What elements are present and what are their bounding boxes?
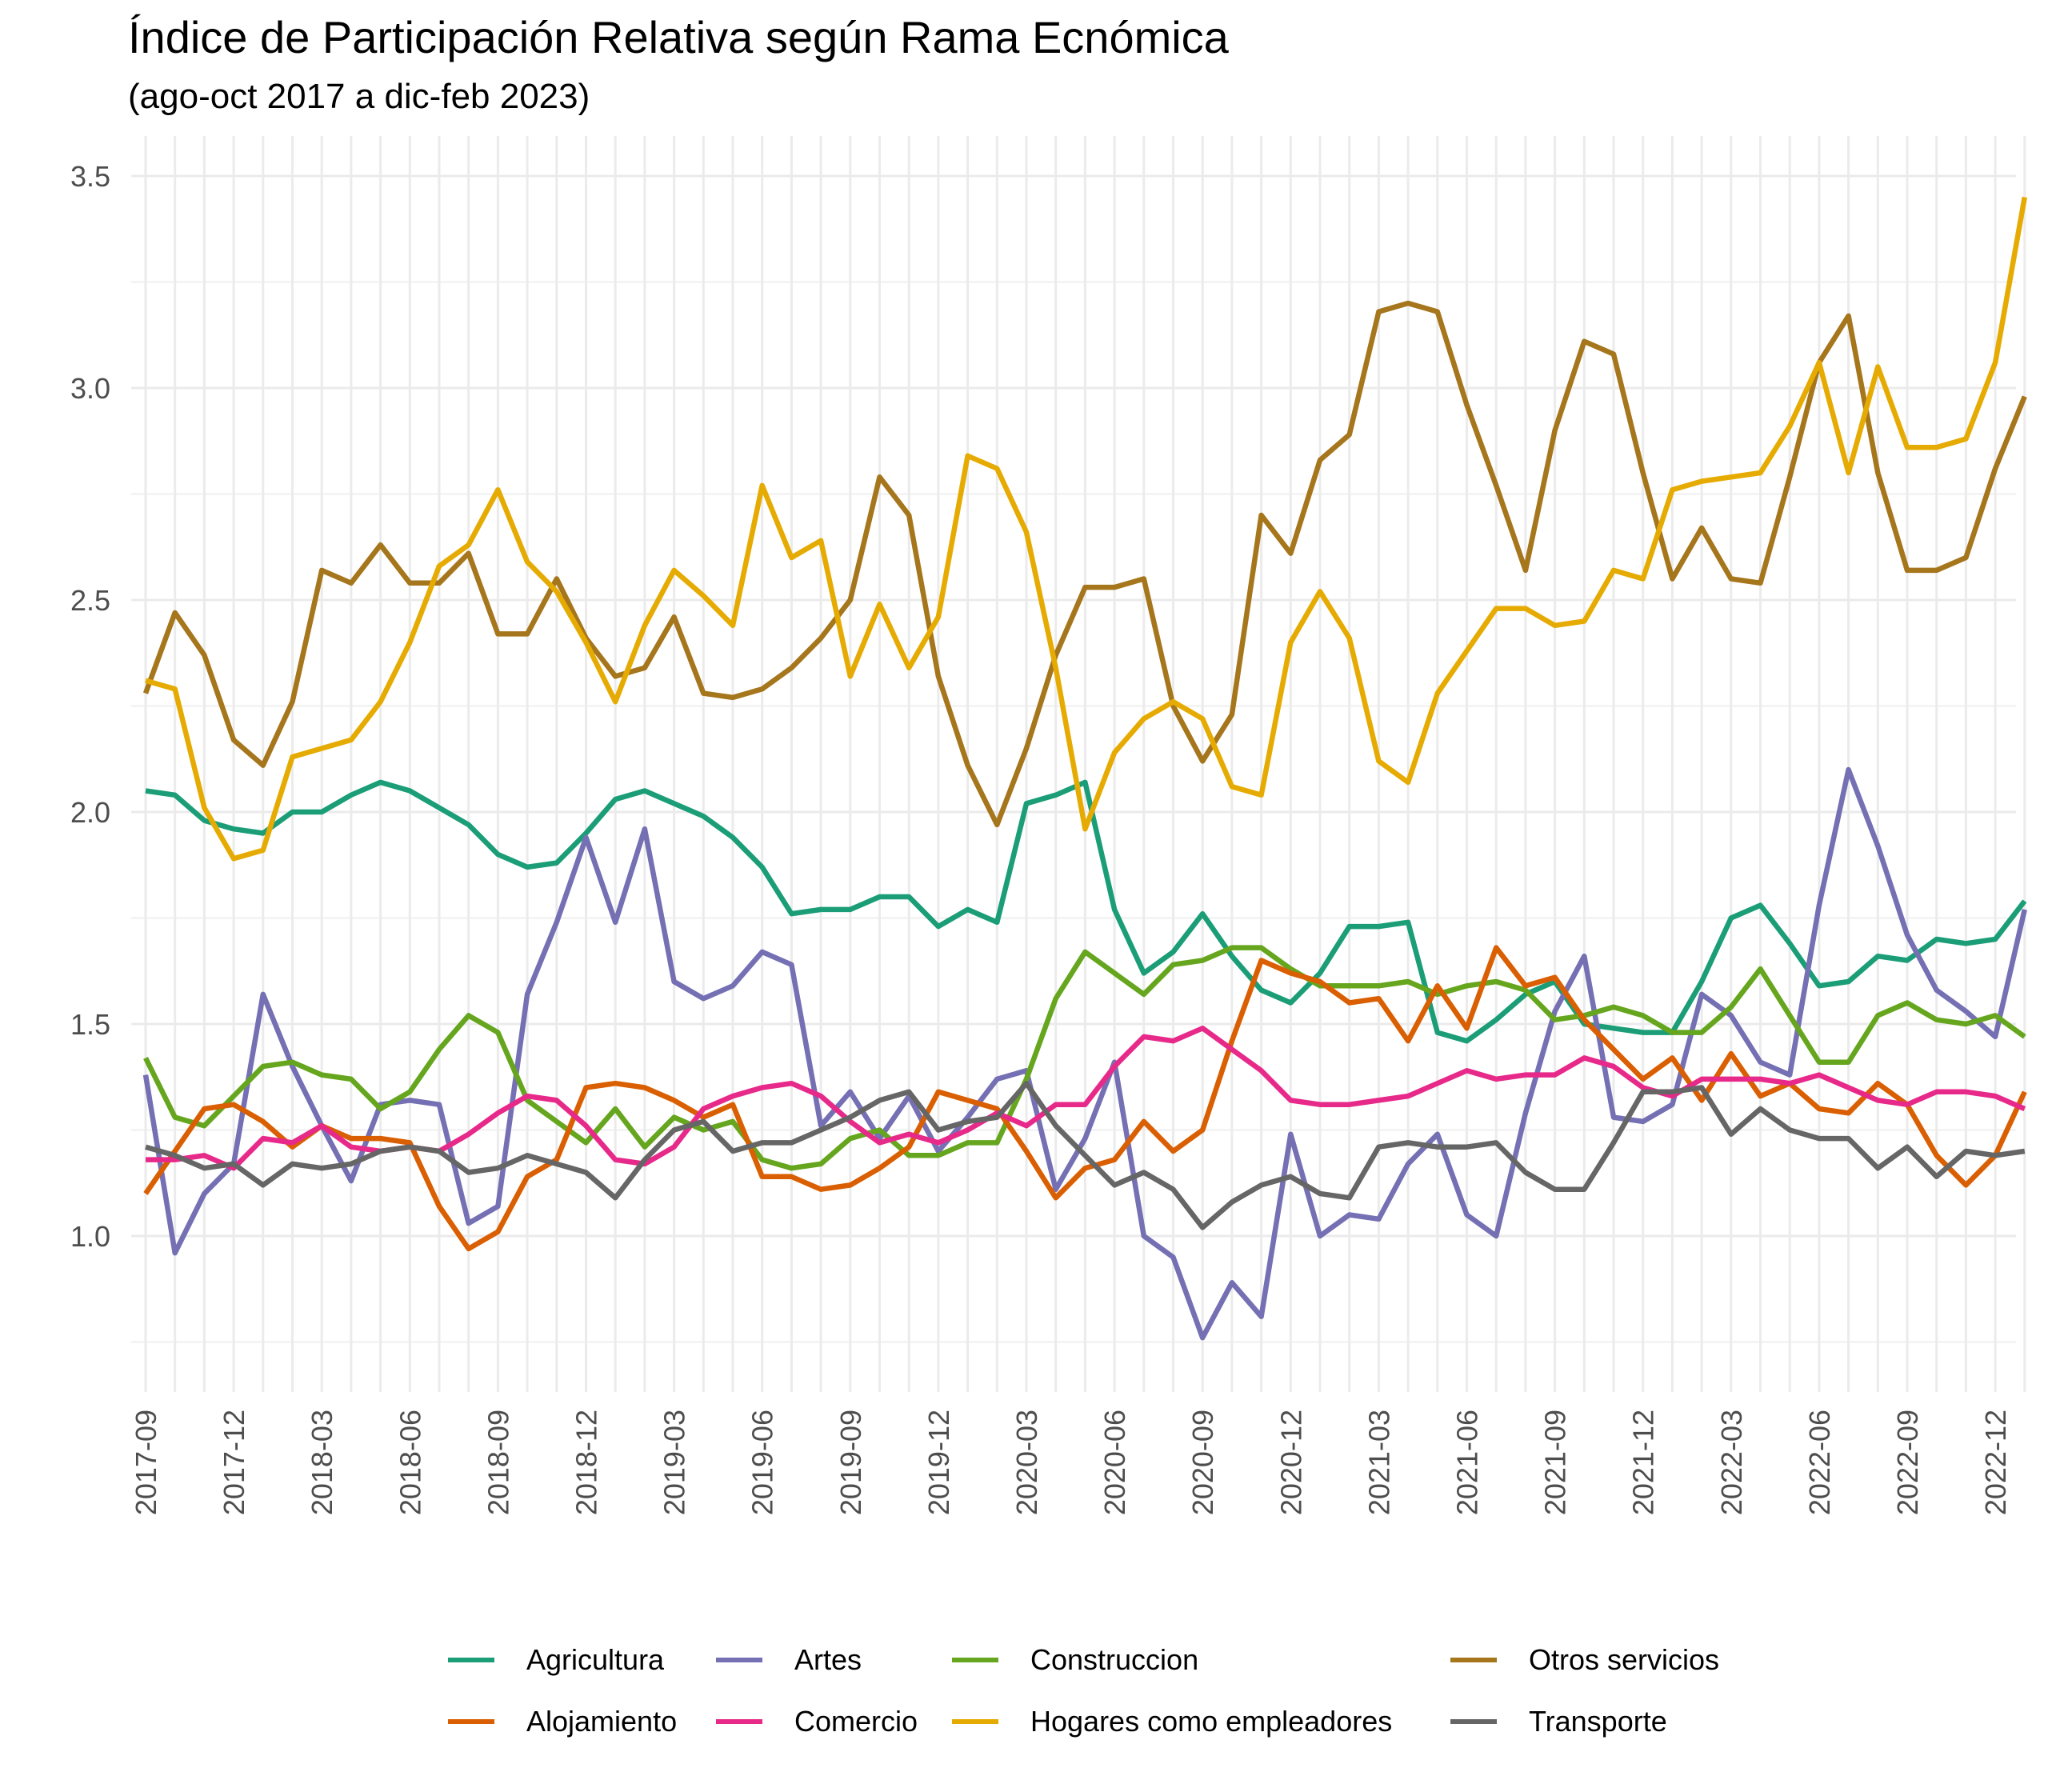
legend: Agricultura Artes Construccion Otros ser… xyxy=(448,1636,1856,1764)
legend-label: Artes xyxy=(794,1643,862,1676)
legend-swatch xyxy=(448,1719,494,1724)
y-tick-label: 2.5 xyxy=(70,584,110,617)
x-tick-label: 2020-03 xyxy=(1010,1410,1043,1515)
y-tick-label: 3.5 xyxy=(70,160,110,193)
x-tick-label: 2021-12 xyxy=(1627,1410,1660,1515)
legend-item-comercio: Comercio xyxy=(716,1698,918,1746)
line-chart: 1.0 1.5 2.0 2.5 3.0 3.5 2017-09 2017-12 2018-03… xyxy=(70,136,2028,1515)
x-tick-label: 2020-12 xyxy=(1274,1410,1307,1515)
series-lines xyxy=(142,196,2028,1341)
x-tick-label: 2022-12 xyxy=(1979,1410,2012,1515)
x-tick-label: 2022-06 xyxy=(1803,1410,1836,1515)
x-tick-label: 2022-03 xyxy=(1715,1410,1748,1515)
legend-label: Hogares como empleadores xyxy=(1030,1705,1393,1738)
series-line-otros-servicios xyxy=(142,300,2027,828)
legend-swatch xyxy=(448,1658,494,1662)
chart-subtitle: (ago-oct 2017 a dic-feb 2023) xyxy=(128,77,590,116)
y-tick-label: 2.0 xyxy=(70,796,110,829)
legend-swatch xyxy=(1450,1658,1497,1662)
legend-swatch xyxy=(952,1658,998,1662)
x-tick-label: 2021-09 xyxy=(1539,1410,1572,1515)
legend-label: Agricultura xyxy=(526,1643,665,1676)
legend-swatch xyxy=(716,1719,762,1724)
x-tick-label: 2020-06 xyxy=(1098,1410,1131,1515)
y-tick-label: 3.0 xyxy=(70,372,110,405)
legend-label: Otros servicios xyxy=(1529,1643,1720,1676)
legend-swatch xyxy=(1450,1719,1497,1724)
legend-label: Transporte xyxy=(1529,1705,1667,1738)
x-tick-label: 2018-06 xyxy=(394,1410,426,1515)
series-line-transporte xyxy=(145,1080,2026,1230)
series-line-hogares-como-empleadores xyxy=(145,196,2028,862)
chart-title: Índice de Participación Relativa según R… xyxy=(128,12,1229,62)
y-tick-label: 1.5 xyxy=(70,1008,110,1041)
x-tick-label: 2018-12 xyxy=(570,1410,603,1515)
y-tick-label: 1.0 xyxy=(70,1220,110,1253)
x-tick-label: 2019-09 xyxy=(834,1410,867,1515)
x-tick-label: 2019-06 xyxy=(746,1410,779,1515)
x-tick-label: 2017-12 xyxy=(218,1410,250,1515)
x-tick-label: 2021-06 xyxy=(1451,1410,1484,1515)
y-axis: 1.0 1.5 2.0 2.5 3.0 3.5 xyxy=(70,160,110,1253)
series-line-comercio xyxy=(146,1026,2026,1171)
legend-item-transporte: Transporte xyxy=(1450,1698,1667,1746)
x-tick-label: 2018-03 xyxy=(306,1410,338,1515)
x-tick-label: 2017-09 xyxy=(130,1410,162,1515)
legend-swatch xyxy=(952,1719,998,1724)
x-tick-label: 2022-09 xyxy=(1891,1410,1924,1515)
x-tick-label: 2019-03 xyxy=(658,1410,691,1515)
series-line-artes xyxy=(142,766,2027,1341)
x-tick-label: 2019-12 xyxy=(922,1410,955,1515)
legend-item-agricultura: Agricultura xyxy=(448,1636,664,1684)
x-tick-label: 2021-03 xyxy=(1362,1410,1395,1515)
legend-item-artes: Artes xyxy=(716,1636,862,1684)
legend-swatch xyxy=(716,1658,762,1662)
x-tick-label: 2020-09 xyxy=(1186,1410,1219,1515)
legend-item-construccion: Construccion xyxy=(952,1636,1198,1684)
series-line-construccion xyxy=(143,945,2026,1171)
legend-item-otros-servicios: Otros servicios xyxy=(1450,1636,1719,1684)
x-axis: 2017-09 2017-12 2018-03 2018-06 2018-09 2018-… xyxy=(130,1410,2012,1515)
x-tick-label: 2018-09 xyxy=(482,1410,514,1515)
legend-label: Construccion xyxy=(1030,1643,1199,1676)
grid xyxy=(131,136,2026,1392)
legend-item-alojamiento: Alojamiento xyxy=(448,1698,677,1746)
legend-label: Alojamiento xyxy=(526,1705,678,1738)
legend-item-hogares-como-empleadores: Hogares como empleadores xyxy=(952,1698,1392,1746)
series-line-alojamiento xyxy=(143,945,2027,1252)
series-line-agricultura xyxy=(145,779,2027,1044)
legend-label: Comercio xyxy=(794,1705,918,1738)
